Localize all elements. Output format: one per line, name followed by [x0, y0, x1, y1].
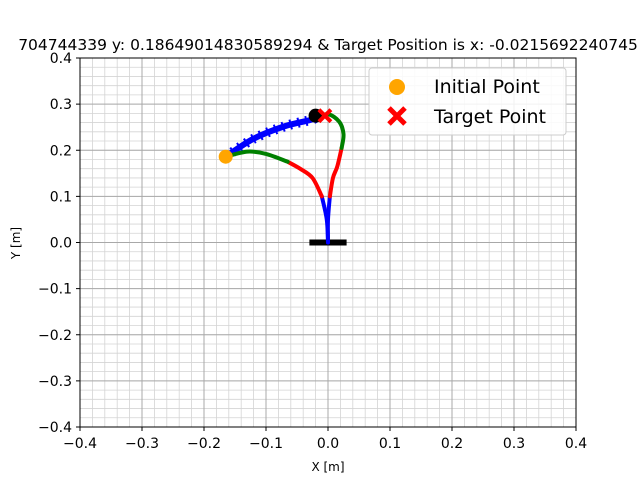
y-tick-label: −0.1	[38, 282, 72, 298]
y-axis-label: Y [m]	[9, 227, 23, 260]
y-tick-label: −0.3	[38, 374, 72, 390]
y-tick-label: 0.1	[50, 189, 72, 205]
x-tick-label: −0.3	[125, 436, 159, 452]
marker-layer	[218, 108, 333, 164]
x-tick-label: 0.1	[379, 436, 401, 452]
legend-box	[368, 67, 567, 136]
ticks-layer: −0.4 −0.3 −0.2 −0.1 0.0 0.1 0.2 0.3 0.4 −0.4 −0.3 −…	[38, 51, 587, 452]
series-arm_a_tip	[223, 149, 290, 164]
chart-title: 704744339 y: 0.18649014830589294 & Targe…	[18, 36, 638, 54]
y-tick-label: 0.0	[50, 236, 72, 252]
series-arm_b_base	[325, 194, 332, 245]
legend: Initial Point Target Point	[368, 67, 567, 136]
x-tick-label: −0.1	[249, 436, 283, 452]
y-tick-label: 0.2	[50, 143, 72, 159]
target-point-stroke	[317, 108, 333, 124]
series-layer	[222, 112, 347, 246]
x-tick-label: −0.4	[63, 436, 97, 452]
legend-initial-marker	[389, 79, 405, 95]
x-tick-label: 0.0	[317, 436, 339, 452]
series-arm_b_mid	[327, 145, 344, 199]
x-axis-label: X [m]	[311, 460, 344, 474]
legend-target-label: Target Point	[433, 106, 546, 128]
y-tick-label: −0.4	[38, 420, 72, 436]
x-tick-label: 0.3	[503, 436, 525, 452]
series-trajectory	[222, 114, 319, 160]
y-tick-label: 0.3	[50, 97, 72, 113]
x-tick-label: 0.2	[441, 436, 463, 452]
legend-target-marker	[387, 106, 407, 126]
target-point-marker	[317, 108, 333, 124]
initial-point-marker	[218, 149, 233, 164]
y-tick-label: −0.2	[38, 328, 72, 344]
series-arm_a_mid	[285, 159, 324, 199]
x-tick-label: −0.2	[187, 436, 221, 452]
x-tick-label: 0.4	[565, 436, 587, 452]
y-tick-label: 0.4	[50, 51, 72, 67]
legend-initial-label: Initial Point	[434, 76, 540, 98]
